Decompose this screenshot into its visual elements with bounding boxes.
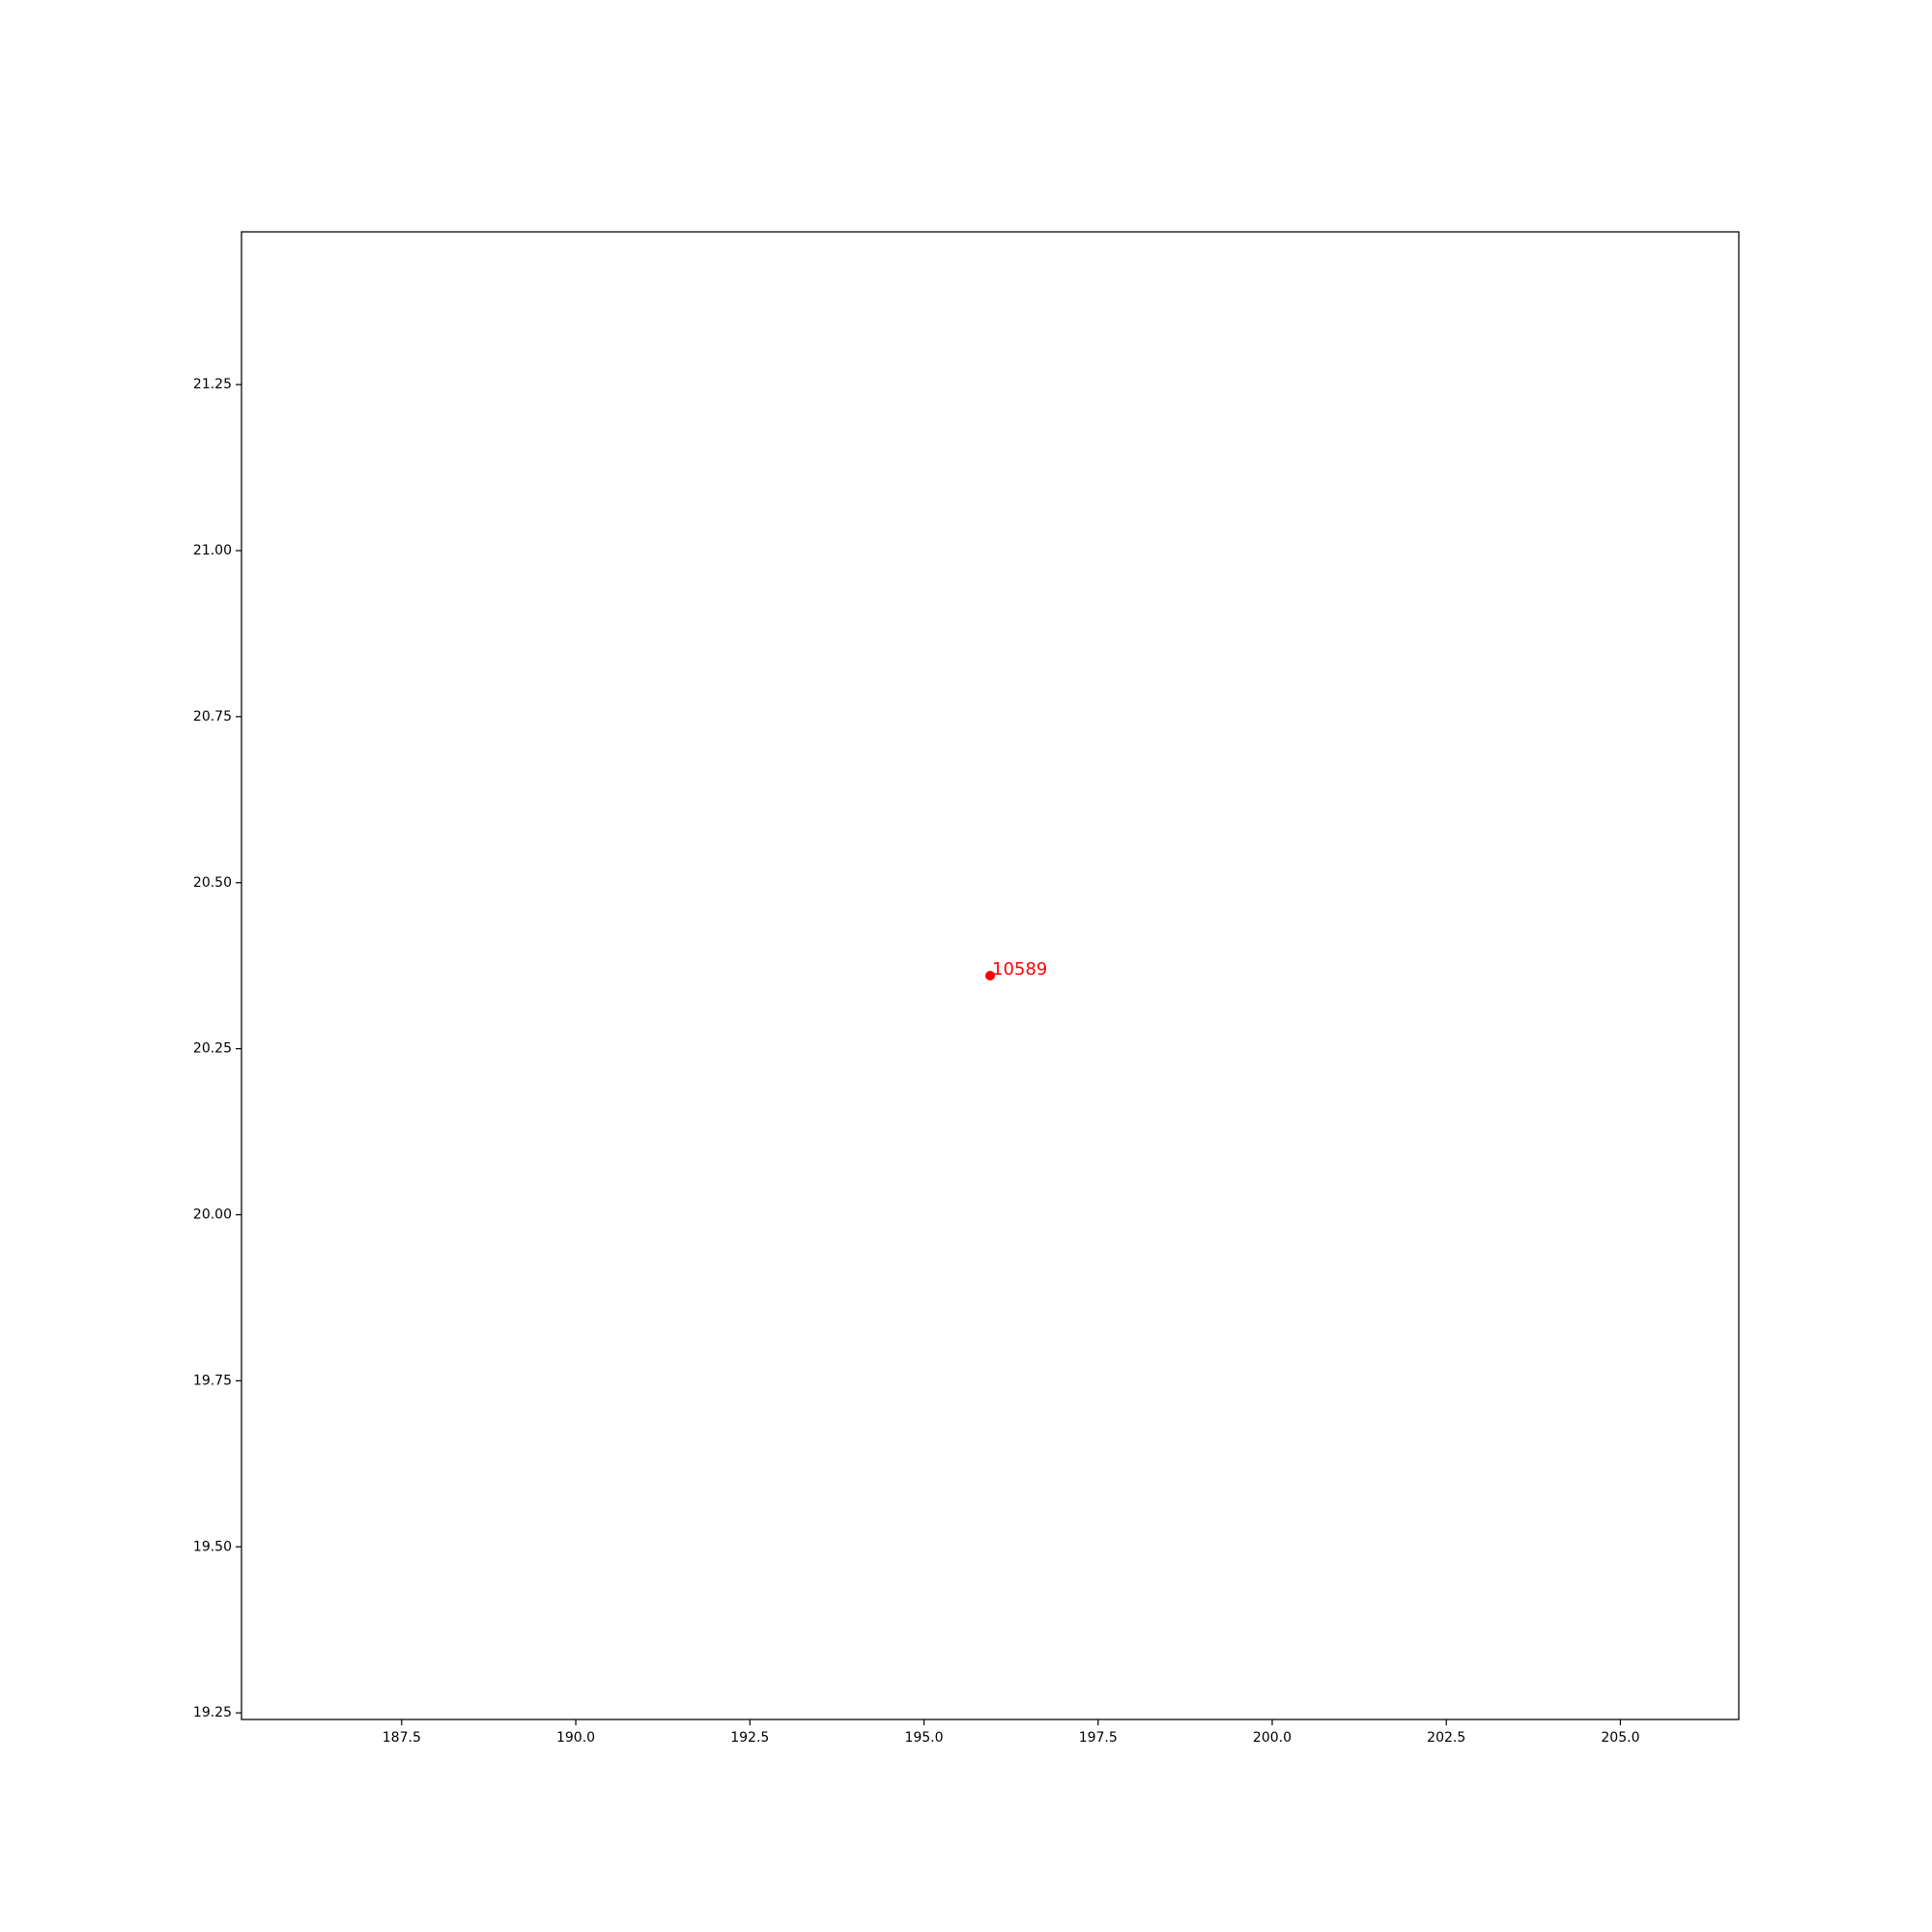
data-points: 10589 <box>985 959 1047 980</box>
x-tick-label: 200.0 <box>1253 1730 1292 1746</box>
x-tick-label: 195.0 <box>904 1730 943 1746</box>
y-tick-label: 20.25 <box>193 1041 232 1057</box>
plot-frame <box>241 231 1740 1720</box>
x-tick-label: 202.5 <box>1427 1730 1465 1746</box>
y-tick-label: 21.25 <box>193 377 232 392</box>
y-tick-label: 21.00 <box>193 543 232 558</box>
x-axis-ticks: 187.5 190.0 192.5 195.0 197.5 200.0 202.5 205.0 <box>383 1719 1639 1746</box>
y-tick-label: 19.25 <box>193 1705 232 1720</box>
y-tick-label: 19.75 <box>193 1373 232 1388</box>
x-tick-label: 187.5 <box>383 1730 421 1746</box>
data-point-label: 10589 <box>992 959 1047 980</box>
x-tick-label: 190.0 <box>556 1730 595 1746</box>
y-tick-label: 20.75 <box>193 709 232 724</box>
x-tick-label: 205.0 <box>1601 1730 1639 1746</box>
data-point-10589 <box>985 971 995 980</box>
y-tick-label: 19.50 <box>193 1539 232 1554</box>
y-axis-ticks: 19.25 19.50 19.75 20.00 20.25 20.50 20.75 21.00… <box>193 377 242 1720</box>
x-tick-label: 192.5 <box>730 1730 769 1746</box>
x-tick-label: 197.5 <box>1079 1730 1118 1746</box>
y-tick-label: 20.00 <box>193 1208 232 1223</box>
y-tick-label: 20.50 <box>193 875 232 891</box>
